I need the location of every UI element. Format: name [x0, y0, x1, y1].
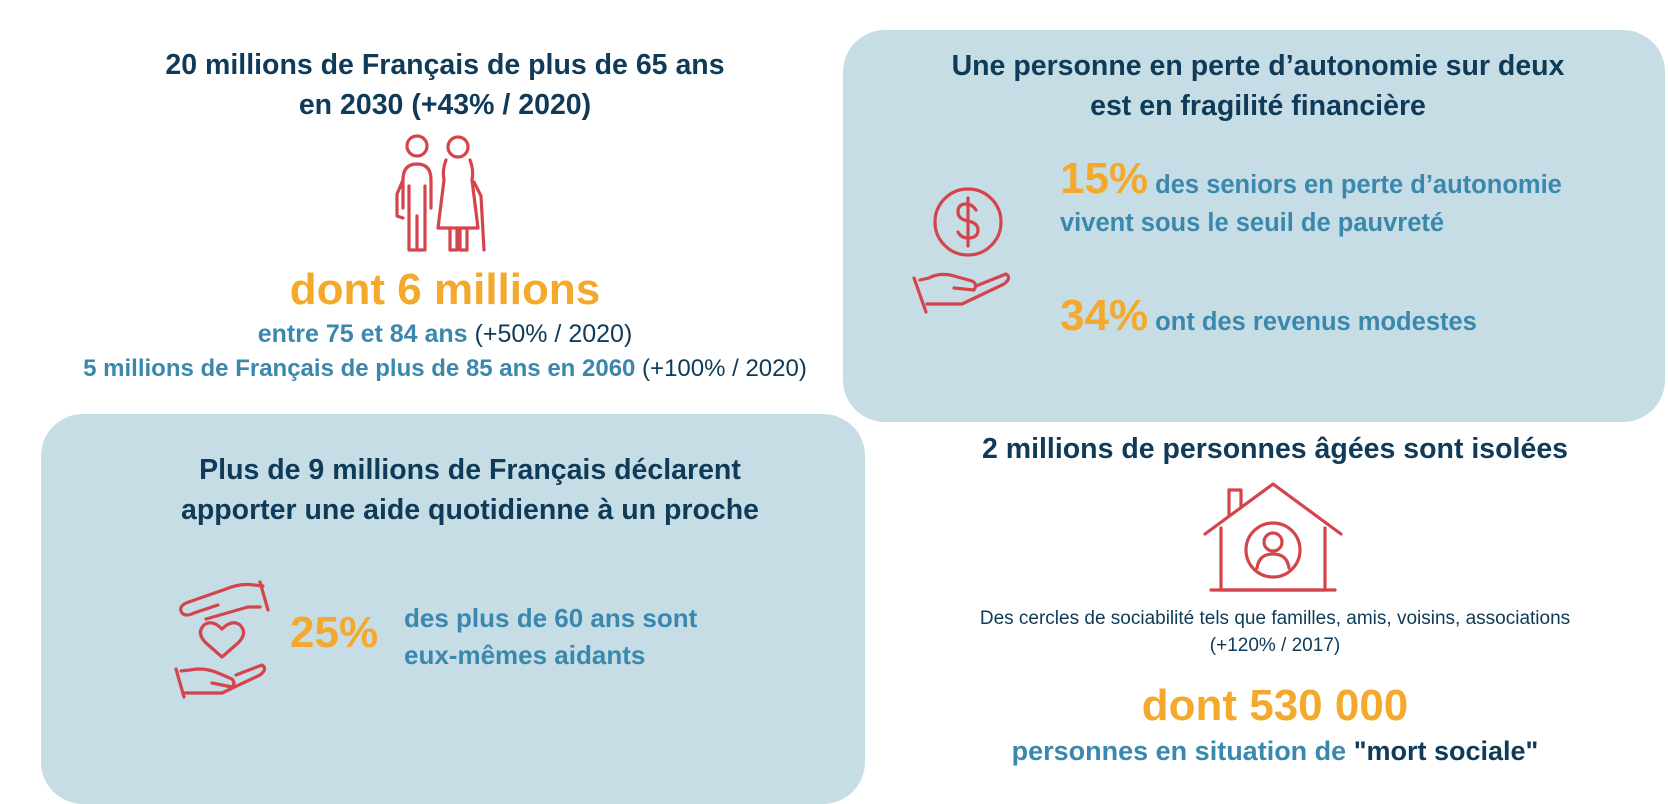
caregivers-stat-text: des plus de 60 ans sont eux-mêmes aidant… — [404, 600, 834, 674]
six-millions-figure: dont 6 millions — [289, 265, 601, 314]
caregivers-title-line2: apporter une aide quotidienne à un proch… — [181, 494, 759, 526]
caregivers-stat-value: 25% — [290, 608, 379, 657]
age-75-84-bold: entre 75 et 84 ans — [257, 320, 468, 348]
social-death-quote: "mort sociale" — [1353, 736, 1539, 766]
panel-financial-fragility — [843, 30, 1665, 422]
hand-coin-dollar-icon — [910, 186, 1015, 316]
social-death-figure: dont 530 000 — [1141, 681, 1409, 730]
seniors-2030-title: 20 millions de Français de plus de 65 an… — [80, 45, 810, 125]
poverty-stat-text-b: vivent sous le seuil de pauvreté — [1060, 209, 1445, 237]
seniors-2030-title-line1: 20 millions de Français de plus de 65 an… — [165, 49, 725, 81]
age-75-84-line: entre 75 et 84 ans (+50% / 2020) — [30, 316, 860, 352]
age-85-plus-line: 5 millions de Français de plus de 85 ans… — [30, 352, 860, 386]
social-death-label: personnes en situation de — [1011, 736, 1354, 766]
sociability-circles-line1: Des cercles de sociabilité tels que fami… — [979, 608, 1571, 629]
caregivers-title: Plus de 9 millions de Français déclarent… — [70, 450, 870, 530]
house-person-icon — [1201, 480, 1345, 592]
modest-income-stat-value: 34% — [1060, 291, 1149, 340]
poverty-stat: 15% des seniors en perte d’autonomie viv… — [1060, 157, 1650, 242]
elderly-couple-icon — [386, 134, 496, 252]
panel-caregivers — [41, 414, 865, 804]
caregivers-title-line1: Plus de 9 millions de Français déclarent — [199, 454, 741, 486]
financial-fragility-title: Une personne en perte d’autonomie sur de… — [863, 46, 1653, 126]
social-death-line: personnes en situation de "mort sociale" — [900, 732, 1650, 770]
poverty-stat-value: 15% — [1060, 154, 1149, 203]
isolated-seniors-title: 2 millions de personnes âgées sont isolé… — [981, 433, 1569, 465]
poverty-stat-text-a: des seniors en perte d’autonomie — [1148, 171, 1562, 199]
hands-heart-icon — [172, 577, 272, 702]
age-75-84-growth: (+50% / 2020) — [467, 320, 633, 348]
modest-income-stat-text: ont des revenus modestes — [1148, 308, 1477, 336]
caregivers-stat-text-b: eux-mêmes aidants — [404, 640, 646, 670]
caregivers-stat-text-a: des plus de 60 ans sont — [404, 603, 698, 633]
sociability-circles-text: Des cercles de sociabilité tels que fami… — [900, 605, 1650, 659]
age-85-plus-bold: 5 millions de Français de plus de 85 ans… — [83, 355, 636, 382]
seniors-2030-title-line2: en 2030 (+43% / 2020) — [298, 89, 592, 121]
financial-fragility-title-line1: Une personne en perte d’autonomie sur de… — [951, 50, 1565, 82]
sociability-circles-line2: (+120% / 2017) — [1209, 635, 1341, 656]
modest-income-stat: 34% ont des revenus modestes — [1060, 294, 1650, 342]
age-85-plus-growth: (+100% / 2020) — [635, 355, 807, 382]
financial-fragility-title-line2: est en fragilité financière — [1090, 90, 1426, 122]
